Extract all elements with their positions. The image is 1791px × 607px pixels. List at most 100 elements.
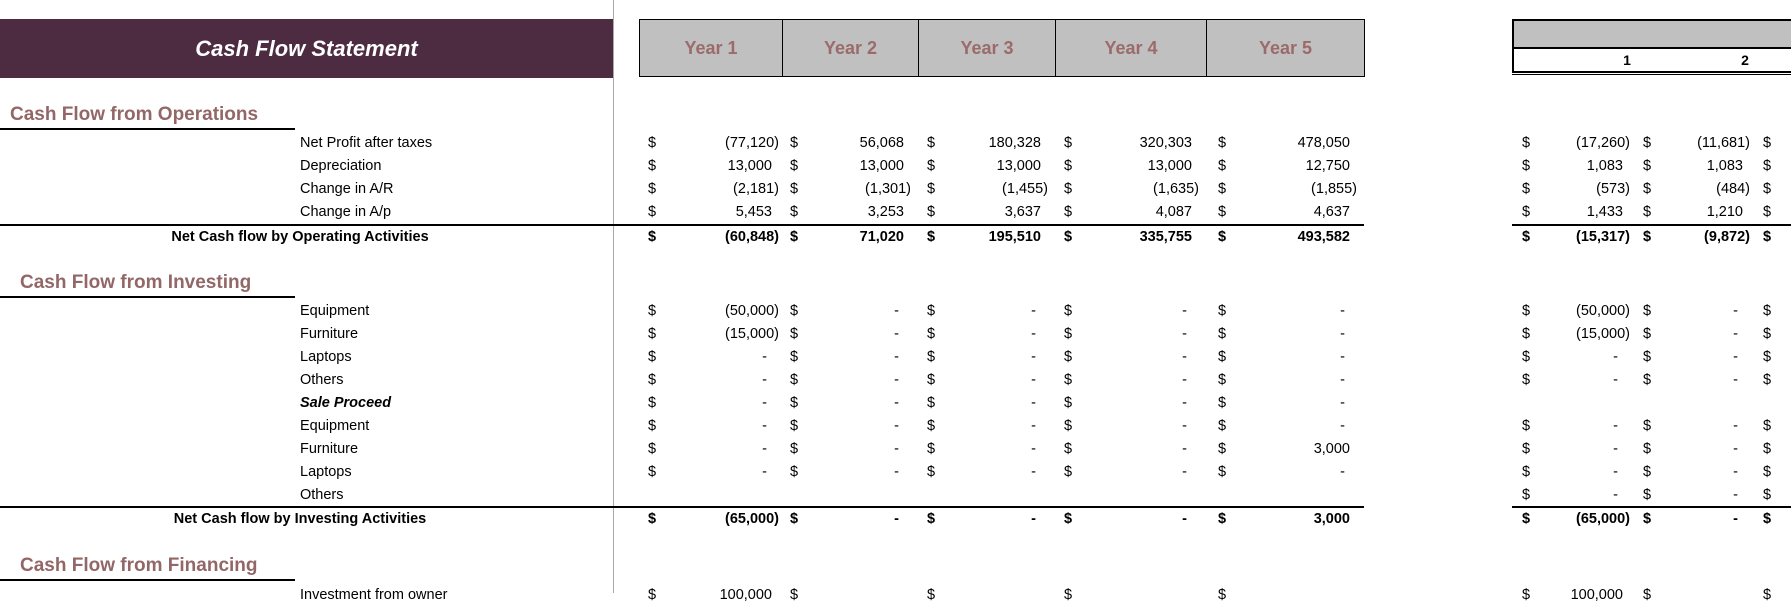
section-underline <box>0 128 295 130</box>
currency-symbol: $ <box>1522 229 1531 245</box>
cell-value: - <box>1340 395 1345 411</box>
currency-symbol: $ <box>1763 204 1772 220</box>
currency-symbol: $ <box>927 349 936 365</box>
cell-value: (17,260) <box>1575 135 1630 151</box>
currency-symbol: $ <box>1763 464 1772 480</box>
cell-value: - <box>1031 511 1036 527</box>
currency-symbol: $ <box>648 372 657 388</box>
currency-symbol: $ <box>790 181 799 197</box>
currency-symbol: $ <box>1064 464 1073 480</box>
currency-symbol: $ <box>1522 418 1531 434</box>
currency-symbol: $ <box>927 418 936 434</box>
currency-symbol: $ <box>1218 349 1227 365</box>
cell-value: - <box>1733 487 1738 503</box>
cell-value: - <box>762 418 767 434</box>
cell-value: (484) <box>1716 181 1750 197</box>
section-header-investing: Cash Flow from Investing <box>20 272 252 293</box>
section-underline <box>0 296 295 298</box>
currency-symbol: $ <box>1643 326 1652 342</box>
currency-symbol: $ <box>927 587 936 603</box>
currency-symbol: $ <box>1763 441 1772 457</box>
cell-value: 12,750 <box>1305 158 1350 174</box>
currency-symbol: $ <box>1218 181 1227 197</box>
section-underline <box>0 579 295 581</box>
currency-symbol: $ <box>1643 303 1652 319</box>
row-label: Others <box>300 487 344 503</box>
currency-symbol: $ <box>1218 587 1227 603</box>
cell-value: - <box>1340 326 1345 342</box>
currency-symbol: $ <box>1643 441 1652 457</box>
currency-symbol: $ <box>1522 487 1531 503</box>
row-label: Laptops <box>300 464 352 480</box>
currency-symbol: $ <box>1643 229 1652 245</box>
monthly-header-double-line <box>1512 71 1791 75</box>
currency-symbol: $ <box>790 135 799 151</box>
cell-value: - <box>1733 418 1738 434</box>
currency-symbol: $ <box>1643 511 1652 527</box>
currency-symbol: $ <box>1064 395 1073 411</box>
total-rule-right <box>1512 224 1791 226</box>
currency-symbol: $ <box>1064 418 1073 434</box>
currency-symbol: $ <box>1218 418 1227 434</box>
currency-symbol: $ <box>790 303 799 319</box>
currency-symbol: $ <box>1643 135 1652 151</box>
total-rule-left <box>0 224 1364 226</box>
cell-value: 3,000 <box>1313 511 1350 527</box>
currency-symbol: $ <box>1064 349 1073 365</box>
cell-value: 13,000 <box>996 158 1041 174</box>
cell-value: - <box>762 372 767 388</box>
cell-value: 180,328 <box>988 135 1041 151</box>
cell-value: 100,000 <box>719 587 772 603</box>
currency-symbol: $ <box>1064 229 1073 245</box>
cell-value: - <box>1182 464 1187 480</box>
year-header-4: Year 4 <box>1055 19 1207 77</box>
cell-value: - <box>1182 349 1187 365</box>
currency-symbol: $ <box>648 349 657 365</box>
monthly-header-band <box>1512 19 1791 49</box>
currency-symbol: $ <box>1064 326 1073 342</box>
currency-symbol: $ <box>648 326 657 342</box>
cell-value: 320,303 <box>1139 135 1192 151</box>
currency-symbol: $ <box>648 229 657 245</box>
cell-value: - <box>1613 372 1618 388</box>
cell-value: - <box>1182 511 1187 527</box>
currency-symbol: $ <box>1522 464 1531 480</box>
currency-symbol: $ <box>1522 441 1531 457</box>
cell-value: (15,000) <box>1575 326 1630 342</box>
cell-value: - <box>1182 372 1187 388</box>
currency-symbol: $ <box>1064 181 1073 197</box>
cell-value: 478,050 <box>1297 135 1350 151</box>
currency-symbol: $ <box>1064 372 1073 388</box>
cell-value: 3,000 <box>1313 441 1350 457</box>
currency-symbol: $ <box>648 395 657 411</box>
cell-value: - <box>894 464 899 480</box>
cell-value: - <box>894 303 899 319</box>
cell-value: - <box>762 349 767 365</box>
currency-symbol: $ <box>1218 158 1227 174</box>
cell-value: (1,455) <box>1002 181 1048 197</box>
currency-symbol: $ <box>1522 135 1531 151</box>
currency-symbol: $ <box>648 204 657 220</box>
currency-symbol: $ <box>927 511 936 527</box>
currency-symbol: $ <box>648 464 657 480</box>
currency-symbol: $ <box>927 441 936 457</box>
cell-value: - <box>1340 464 1345 480</box>
currency-symbol: $ <box>927 464 936 480</box>
cell-value: (50,000) <box>1575 303 1630 319</box>
cell-value: - <box>1340 418 1345 434</box>
cell-value: - <box>1182 418 1187 434</box>
cell-value: - <box>1182 326 1187 342</box>
currency-symbol: $ <box>790 158 799 174</box>
currency-symbol: $ <box>1763 303 1772 319</box>
cell-value: (60,848) <box>724 229 779 245</box>
currency-symbol: $ <box>1763 135 1772 151</box>
currency-symbol: $ <box>790 326 799 342</box>
cell-value: - <box>894 511 899 527</box>
currency-symbol: $ <box>1643 487 1652 503</box>
cell-value: - <box>1031 303 1036 319</box>
cell-value: - <box>1031 441 1036 457</box>
row-label: Sale Proceed <box>300 395 392 411</box>
row-label: Net Profit after taxes <box>300 135 433 151</box>
cell-value: - <box>1733 349 1738 365</box>
currency-symbol: $ <box>1643 464 1652 480</box>
